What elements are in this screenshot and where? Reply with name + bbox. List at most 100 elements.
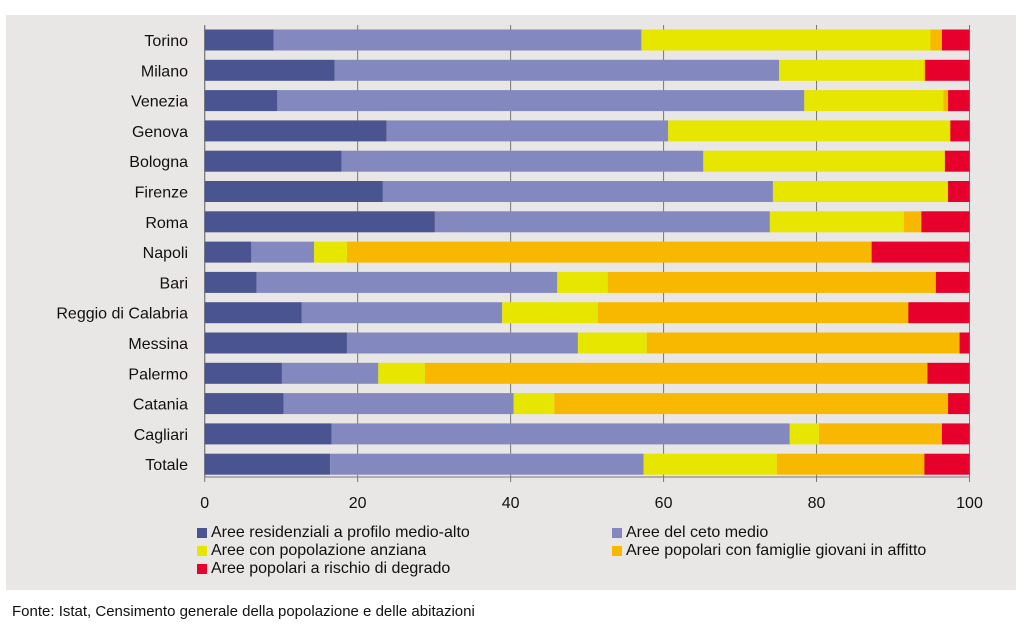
bar-segment — [908, 302, 970, 324]
x-tick-label: 100 — [956, 495, 983, 512]
bar-segment — [204, 181, 383, 202]
bar-segment — [643, 453, 777, 475]
bar-segment — [204, 211, 435, 233]
x-tick-label: 40 — [502, 495, 520, 512]
category-label: Torino — [144, 33, 188, 50]
bar-segment — [424, 362, 928, 384]
legend-label: Aree residenziali a profilo medio-alto — [211, 524, 470, 541]
legend-item-medio-alto: Aree residenziali a profilo medio-alto — [197, 524, 470, 542]
category-label: Firenze — [135, 185, 188, 202]
bar-segment — [941, 29, 970, 51]
bar-segment — [204, 332, 347, 354]
bar-segment — [641, 29, 931, 51]
category-label: Reggio di Calabria — [56, 306, 188, 323]
bar-segment — [204, 453, 331, 475]
bar-segment — [921, 211, 970, 233]
category-label: Bologna — [129, 154, 188, 171]
bar-segment — [301, 302, 503, 324]
bar-segment — [597, 302, 909, 324]
category-label: Catania — [133, 397, 188, 414]
bar-segment — [950, 120, 970, 142]
stacked-bar-chart: 0 20 40 60 80 100 Torino Milano Venezia Genova Bol… — [56, 25, 983, 512]
bar-segment — [668, 120, 950, 142]
x-tick-label: 80 — [808, 495, 826, 512]
legend-item-ceto-medio: Aree del ceto medio — [612, 524, 768, 542]
source-note: Fonte: Istat, Censimento generale della … — [12, 603, 475, 620]
bar-segment — [283, 393, 514, 415]
category-label: Napoli — [143, 245, 188, 262]
bar-segment — [945, 150, 970, 172]
bar-segment — [776, 453, 925, 475]
bar-segment — [251, 241, 315, 263]
bar-segment — [204, 271, 257, 293]
bar-segment — [607, 271, 936, 293]
bar-segment — [948, 181, 970, 202]
legend-swatch — [197, 564, 207, 574]
bar-segment — [204, 302, 302, 324]
bar-segment — [204, 29, 274, 51]
bar-segment — [204, 241, 252, 263]
bar-segment — [204, 120, 387, 142]
bar-segment — [804, 90, 944, 112]
category-label: Venezia — [131, 94, 188, 111]
bar-segment — [947, 181, 949, 202]
bar-segment — [923, 59, 926, 81]
bar-segment — [330, 453, 644, 475]
legend-item-anziana: Aree con popolazione anziana — [197, 542, 426, 560]
bar-segment — [256, 271, 558, 293]
bar-segment — [434, 211, 770, 233]
bar-segment — [346, 332, 578, 354]
legend-label: Aree del ceto medio — [626, 524, 769, 541]
bar-segment — [948, 393, 970, 415]
bar-segment — [378, 362, 425, 384]
bar-segment — [779, 59, 924, 81]
bar-segment — [949, 120, 951, 142]
bar-segment — [577, 332, 647, 354]
bar-segment — [789, 423, 819, 445]
bar-segment — [941, 423, 970, 445]
bar-segment — [703, 150, 945, 172]
category-label: Milano — [141, 63, 188, 80]
bar-segment — [769, 211, 904, 233]
bar-segment — [935, 271, 970, 293]
bar-segment — [554, 393, 949, 415]
category-label: Palermo — [128, 366, 188, 383]
bar-segment — [944, 150, 946, 172]
bar-segment — [273, 29, 642, 51]
category-label: Bari — [160, 275, 188, 292]
bar-segment — [204, 150, 342, 172]
bar-segment — [277, 90, 805, 112]
legend-label: Aree popolari a rischio di degrado — [211, 560, 451, 577]
bar-segment — [646, 332, 960, 354]
bar-segment — [204, 59, 335, 81]
bar-segment — [334, 59, 780, 81]
bar-segment — [943, 90, 949, 112]
bar-segment — [924, 453, 970, 475]
bar-segment — [386, 120, 669, 142]
category-label: Genova — [132, 124, 188, 141]
bar-segment — [818, 423, 942, 445]
legend-label: Aree con popolazione anziana — [211, 542, 427, 559]
x-tick-label: 20 — [349, 495, 367, 512]
x-tick-label: 0 — [200, 495, 209, 512]
category-label: Totale — [145, 457, 188, 474]
legend-swatch — [612, 546, 622, 556]
legend-label: Aree popolari con famiglie giovani in af… — [626, 542, 927, 559]
bar-segment — [281, 362, 379, 384]
bar-segment — [346, 241, 872, 263]
bar-segment — [513, 393, 555, 415]
bar-segment — [925, 59, 970, 81]
bar-segment — [382, 181, 773, 202]
bar-segment — [204, 362, 282, 384]
bar-segment — [871, 241, 970, 263]
x-tick-label: 60 — [655, 495, 673, 512]
bar-segment — [204, 90, 278, 112]
legend-item-famiglie-giovani: Aree popolari con famiglie giovani in af… — [612, 542, 926, 560]
bar-segment — [502, 302, 598, 324]
category-label: Messina — [128, 336, 188, 353]
bar-segment — [314, 241, 347, 263]
bar-segment — [341, 150, 704, 172]
category-label: Cagliari — [134, 427, 188, 444]
legend-swatch — [197, 546, 207, 556]
bar-segment — [903, 211, 922, 233]
